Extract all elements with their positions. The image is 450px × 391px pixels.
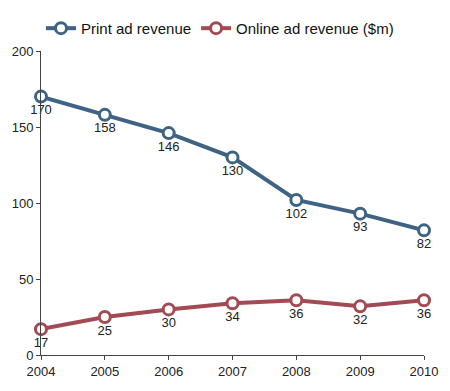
svg-text:36: 36 <box>289 306 303 321</box>
svg-text:2004: 2004 <box>27 364 56 379</box>
svg-text:Print ad revenue: Print ad revenue <box>81 20 191 37</box>
svg-text:Online ad revenue ($m): Online ad revenue ($m) <box>236 20 394 37</box>
svg-text:2009: 2009 <box>346 364 375 379</box>
svg-text:200: 200 <box>12 44 34 59</box>
svg-text:2006: 2006 <box>154 364 183 379</box>
svg-text:102: 102 <box>285 206 307 221</box>
svg-text:158: 158 <box>94 120 116 135</box>
svg-text:2005: 2005 <box>90 364 119 379</box>
svg-text:50: 50 <box>19 272 33 287</box>
svg-text:100: 100 <box>12 196 34 211</box>
svg-text:146: 146 <box>158 139 180 154</box>
svg-text:2008: 2008 <box>282 364 311 379</box>
svg-text:0: 0 <box>26 348 33 363</box>
svg-text:93: 93 <box>353 219 367 234</box>
svg-text:130: 130 <box>222 163 244 178</box>
svg-text:32: 32 <box>353 312 367 327</box>
svg-text:30: 30 <box>161 315 175 330</box>
svg-text:2007: 2007 <box>218 364 247 379</box>
svg-text:34: 34 <box>225 309 239 324</box>
svg-text:82: 82 <box>417 236 431 251</box>
svg-text:2010: 2010 <box>410 364 439 379</box>
svg-text:25: 25 <box>98 323 112 338</box>
svg-text:150: 150 <box>12 120 34 135</box>
svg-text:17: 17 <box>34 335 48 350</box>
svg-text:170: 170 <box>30 102 52 117</box>
svg-text:36: 36 <box>417 306 431 321</box>
